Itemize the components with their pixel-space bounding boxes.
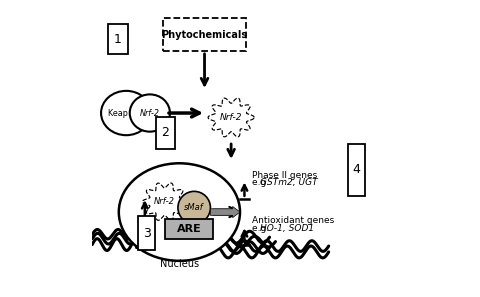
- Bar: [156, 117, 175, 148]
- Text: 2: 2: [161, 127, 169, 140]
- Text: GSTm2, UGT: GSTm2, UGT: [260, 178, 318, 187]
- Text: Phase II genes: Phase II genes: [252, 170, 317, 180]
- Text: HO-1, SOD1: HO-1, SOD1: [260, 224, 314, 233]
- Text: ARE: ARE: [177, 224, 202, 234]
- Ellipse shape: [130, 94, 170, 132]
- Text: 4: 4: [352, 163, 360, 176]
- Bar: [138, 217, 155, 250]
- FancyBboxPatch shape: [163, 18, 246, 51]
- Text: Keap 1: Keap 1: [108, 108, 135, 118]
- Text: Nrf-2: Nrf-2: [154, 197, 175, 206]
- Bar: [108, 24, 128, 54]
- Bar: [165, 219, 214, 239]
- Text: Antioxidant genes: Antioxidant genes: [252, 217, 334, 225]
- Circle shape: [143, 180, 187, 224]
- Text: 3: 3: [143, 227, 151, 240]
- Text: e.g.: e.g.: [252, 178, 272, 187]
- Text: e.g.: e.g.: [252, 224, 272, 233]
- Text: 1: 1: [114, 33, 122, 46]
- Text: Nucleus: Nucleus: [160, 259, 199, 269]
- Circle shape: [178, 191, 210, 224]
- Text: Nrf-2: Nrf-2: [140, 108, 160, 118]
- Ellipse shape: [119, 163, 240, 261]
- FancyArrow shape: [210, 206, 240, 218]
- Text: Nrf-2: Nrf-2: [220, 113, 242, 122]
- Bar: [348, 144, 365, 196]
- Text: Phytochemicals: Phytochemicals: [161, 30, 248, 40]
- Text: sMaf: sMaf: [184, 203, 204, 212]
